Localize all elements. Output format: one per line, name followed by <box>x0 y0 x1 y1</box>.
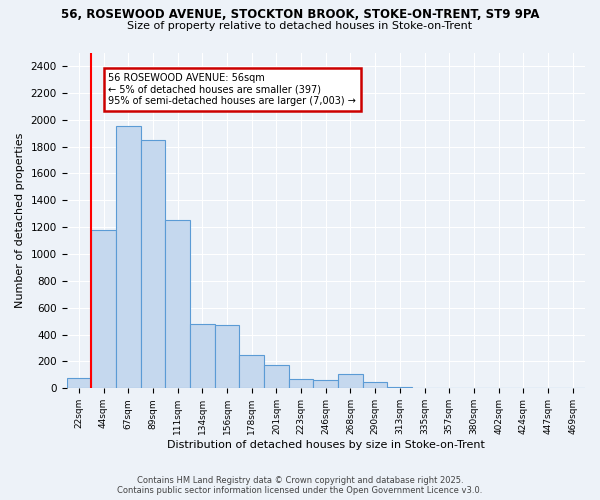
Y-axis label: Number of detached properties: Number of detached properties <box>15 132 25 308</box>
Bar <box>264 365 289 388</box>
Bar <box>91 230 116 388</box>
Bar <box>338 374 363 388</box>
Bar <box>215 325 239 388</box>
Bar <box>289 379 313 388</box>
Bar <box>67 378 91 388</box>
Bar <box>140 140 165 388</box>
Bar <box>388 387 412 388</box>
Bar <box>239 355 264 388</box>
Bar <box>165 220 190 388</box>
Bar <box>116 126 140 388</box>
Bar <box>190 324 215 388</box>
Text: 56, ROSEWOOD AVENUE, STOCKTON BROOK, STOKE-ON-TRENT, ST9 9PA: 56, ROSEWOOD AVENUE, STOCKTON BROOK, STO… <box>61 8 539 20</box>
X-axis label: Distribution of detached houses by size in Stoke-on-Trent: Distribution of detached houses by size … <box>167 440 485 450</box>
Text: Contains HM Land Registry data © Crown copyright and database right 2025.
Contai: Contains HM Land Registry data © Crown c… <box>118 476 482 495</box>
Text: 56 ROSEWOOD AVENUE: 56sqm
← 5% of detached houses are smaller (397)
95% of semi-: 56 ROSEWOOD AVENUE: 56sqm ← 5% of detach… <box>109 72 356 106</box>
Bar <box>313 380 338 388</box>
Text: Size of property relative to detached houses in Stoke-on-Trent: Size of property relative to detached ho… <box>127 21 473 31</box>
Bar <box>363 382 388 388</box>
